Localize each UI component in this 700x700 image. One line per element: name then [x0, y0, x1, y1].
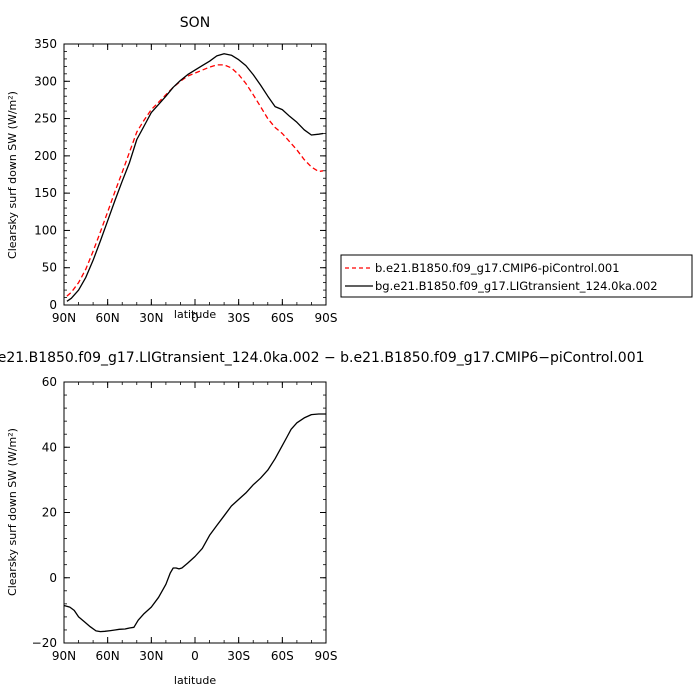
- y-tick-label: 20: [42, 506, 57, 520]
- y-tick-label: 300: [34, 74, 57, 88]
- bottom-series-lines: [63, 413, 326, 633]
- x-tick-label: 60S: [271, 311, 294, 325]
- bottom-x-ticks: 90N 60N 30N 0 30S 60S 90S: [52, 382, 338, 663]
- top-y-axis-label: Clearsky surf down SW (W/m²): [6, 91, 19, 259]
- y-tick-label: 100: [34, 223, 57, 237]
- y-tick-label: 40: [42, 440, 57, 454]
- x-tick-label: 30S: [227, 649, 250, 663]
- series-line-1: [66, 64, 324, 297]
- x-tick-label: 90N: [52, 311, 76, 325]
- x-tick-label: 90S: [315, 649, 338, 663]
- y-tick-label: 250: [34, 112, 57, 126]
- x-tick-label: 30S: [227, 311, 250, 325]
- y-tick-label: 0: [49, 571, 57, 585]
- top-series-lines: [66, 53, 324, 302]
- series-line-1: [63, 413, 326, 633]
- bottom-panel: bg.e21.B1850.f09_g17.LIGtransient_124.0k…: [0, 350, 645, 687]
- bottom-x-axis-label: latitude: [174, 674, 216, 687]
- legend-label-series-2: bg.e21.B1850.f09_g17.LIGtransient_124.0k…: [375, 279, 658, 293]
- y-tick-label: 50: [42, 261, 57, 275]
- x-tick-label: 30N: [139, 649, 163, 663]
- top-y-ticks: 0 50 100 150 200 250 300 350: [34, 37, 326, 312]
- x-tick-label: 90N: [52, 649, 76, 663]
- y-tick-label: 60: [42, 375, 57, 389]
- top-x-ticks: 90N 60N 30N 0 30S 60S 90S: [52, 44, 338, 325]
- x-tick-label: 0: [191, 311, 199, 325]
- y-tick-label: 0: [49, 298, 57, 312]
- top-x-axis-label: latitude: [174, 308, 216, 321]
- legend-box: [340, 254, 693, 298]
- x-tick-label: 60N: [96, 311, 120, 325]
- legend-label-series-1: b.e21.B1850.f09_g17.CMIP6-piControl.001: [375, 261, 620, 275]
- y-tick-label: −20: [32, 636, 57, 650]
- y-tick-label: 150: [34, 186, 57, 200]
- x-tick-label: 60S: [271, 649, 294, 663]
- bottom-y-ticks: −20 0 20 40 60: [32, 375, 326, 650]
- bottom-y-axis-label: Clearsky surf down SW (W/m²): [6, 428, 19, 596]
- bottom-panel-title: bg.e21.B1850.f09_g17.LIGtransient_124.0k…: [0, 350, 645, 366]
- x-tick-label: 90S: [315, 311, 338, 325]
- series-line-2: [66, 53, 324, 302]
- y-tick-label: 200: [34, 149, 57, 163]
- bottom-plot-frame: [63, 381, 327, 644]
- x-tick-label: 0: [191, 649, 199, 663]
- x-tick-label: 30N: [139, 311, 163, 325]
- legend: b.e21.B1850.f09_g17.CMIP6-piControl.001 …: [340, 254, 693, 298]
- top-panel-title: SON: [180, 15, 210, 31]
- x-tick-label: 60N: [96, 649, 120, 663]
- top-plot-frame: [63, 43, 327, 306]
- y-tick-label: 350: [34, 37, 57, 51]
- top-panel: SON 0 50 100 150 200 250 300 350 90N 60N 30N 0 30S 6…: [6, 15, 337, 325]
